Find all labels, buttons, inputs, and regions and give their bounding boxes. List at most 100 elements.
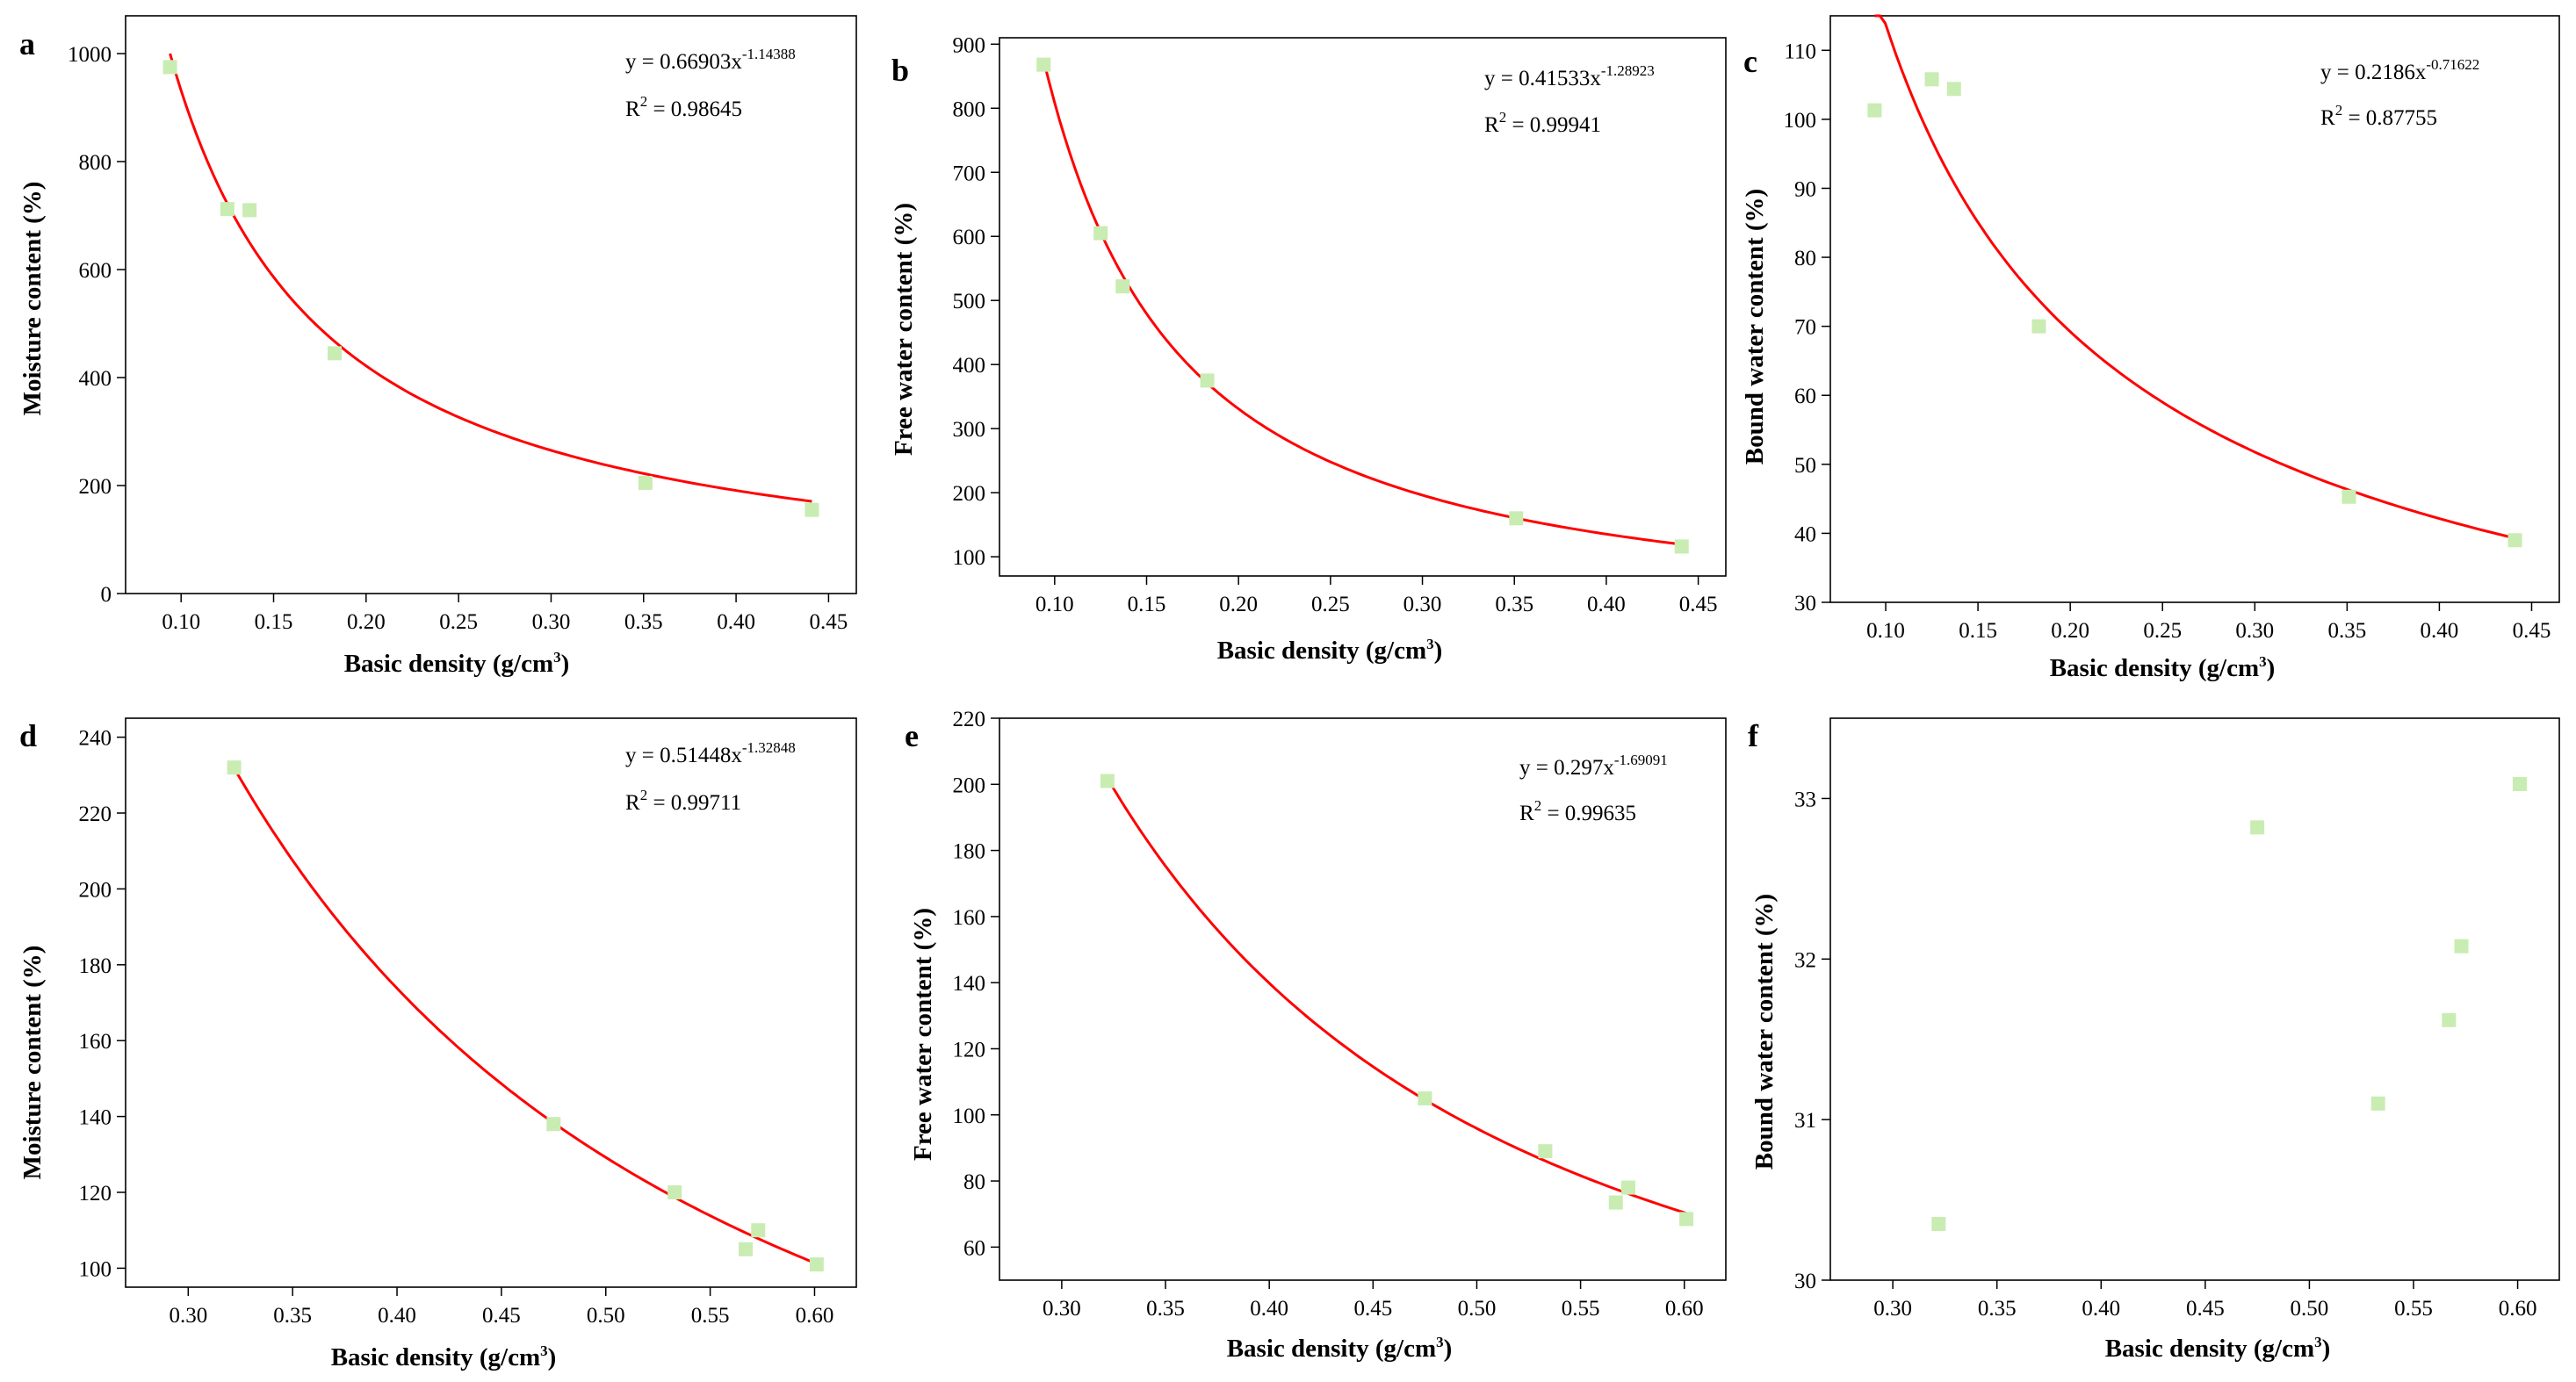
data-point-c xyxy=(1946,82,1961,97)
y-axis-title-c: Bound water content (%) xyxy=(1741,189,1769,464)
y-axis-title-e: Free water content (%) xyxy=(909,908,937,1161)
x-tick-label-e: 0.40 xyxy=(1250,1297,1288,1321)
x-tick-label-b: 0.40 xyxy=(1587,593,1626,616)
x-tick-label-a: 0.40 xyxy=(717,610,755,634)
y-tick-label-b: 800 xyxy=(953,97,986,121)
panel-c-axes: 0.10 0.15 0.20 0.25 0.30 0.35 0.40 0.45 30 40 50 60… xyxy=(1784,14,2560,643)
x-tick-label-c: 0.20 xyxy=(2051,619,2089,643)
y-tick-label-e: 100 xyxy=(953,1105,986,1128)
y-tick-label-b: 500 xyxy=(953,290,986,313)
fit-equation-b: y = 0.41533x-1.28923 xyxy=(1484,62,1655,90)
x-tick-label-a: 0.20 xyxy=(347,610,386,634)
data-point-b xyxy=(1093,226,1108,241)
x-axis-title-f: Basic density (g/cm3) xyxy=(2105,1334,2331,1363)
data-point-d xyxy=(546,1117,561,1132)
fit-curve-a xyxy=(169,53,812,503)
plot-frame-f xyxy=(1829,717,2560,1281)
y-tick-label-f: 33 xyxy=(1794,788,1816,811)
x-tick-label-b: 0.30 xyxy=(1403,593,1442,616)
fit-curve-d xyxy=(233,767,818,1265)
x-tick-label-e: 0.45 xyxy=(1353,1297,1392,1321)
x-tick-label-a: 0.25 xyxy=(439,610,478,634)
data-point-e xyxy=(1679,1212,1694,1227)
y-tick-label-c: 60 xyxy=(1794,385,1816,408)
panel-letter-c: c xyxy=(1743,44,1757,79)
y-tick-label-d: 120 xyxy=(79,1182,112,1206)
panel-e-axes: 0.30 0.35 0.40 0.45 0.50 0.55 0.60 60 80 100 120 14… xyxy=(953,708,1727,1321)
data-point-b xyxy=(1674,539,1689,554)
data-point-c xyxy=(2341,489,2356,504)
x-tick-label-f: 0.40 xyxy=(2082,1297,2120,1321)
x-tick-label-b: 0.20 xyxy=(1219,593,1258,616)
y-tick-label-a: 600 xyxy=(79,259,112,283)
plot-frame-e xyxy=(999,717,1727,1281)
r-squared-a: R2 = 0.98645 xyxy=(625,93,742,121)
data-point-a xyxy=(220,202,235,217)
panel-letter-a: a xyxy=(19,26,35,61)
data-point-f xyxy=(2442,1012,2457,1027)
plot-frame-a xyxy=(125,15,857,594)
y-tick-label-d: 220 xyxy=(79,803,112,826)
data-point-f xyxy=(2370,1096,2385,1111)
x-axis-title-e: Basic density (g/cm3) xyxy=(1227,1334,1453,1363)
x-tick-label-e: 0.55 xyxy=(1562,1297,1600,1321)
x-tick-label-f: 0.60 xyxy=(2499,1297,2537,1321)
y-tick-label-e: 180 xyxy=(953,840,986,864)
y-tick-label-a: 400 xyxy=(79,367,112,391)
data-point-a xyxy=(162,60,177,75)
x-axis-title-c: Basic density (g/cm3) xyxy=(2050,653,2276,682)
y-tick-label-b: 100 xyxy=(953,546,986,570)
data-point-f xyxy=(2250,820,2265,835)
r-squared-d: R2 = 0.99711 xyxy=(625,787,741,815)
y-tick-label-e: 140 xyxy=(953,972,986,996)
x-tick-label-d: 0.35 xyxy=(273,1304,312,1328)
y-tick-label-e: 160 xyxy=(953,906,986,930)
data-point-b xyxy=(1200,373,1215,388)
y-tick-label-c: 40 xyxy=(1794,522,1816,546)
data-point-e xyxy=(1608,1195,1623,1210)
plot-frame-c xyxy=(1829,15,2560,603)
panel-letter-d: d xyxy=(19,718,37,753)
x-tick-label-c: 0.10 xyxy=(1866,619,1905,643)
x-tick-label-d: 0.50 xyxy=(587,1304,625,1328)
data-point-d xyxy=(739,1242,754,1256)
y-tick-label-d: 200 xyxy=(79,878,112,902)
y-tick-label-c: 50 xyxy=(1794,454,1816,478)
y-tick-label-d: 140 xyxy=(79,1106,112,1130)
fit-curve-b xyxy=(1042,59,1682,546)
data-point-e xyxy=(1100,774,1115,788)
panel-e: e 0.30 0.35 0.40 0.45 0.50 0.55 0.60 60 80 100 120… xyxy=(905,708,1727,1363)
x-tick-label-b: 0.15 xyxy=(1128,593,1166,616)
data-point-a xyxy=(242,203,257,218)
y-tick-label-e: 120 xyxy=(953,1038,986,1062)
r-squared-b: R2 = 0.99941 xyxy=(1484,109,1601,137)
panel-letter-f: f xyxy=(1748,718,1759,753)
data-point-f xyxy=(2512,776,2527,791)
y-tick-label-c: 70 xyxy=(1794,316,1816,340)
fit-curve-e xyxy=(1106,777,1687,1215)
x-tick-label-c: 0.35 xyxy=(2327,619,2366,643)
panel-d: d 0.30 0.35 0.40 0.45 0.50 0.55 0.60 100 120 140 1… xyxy=(18,717,857,1371)
fit-equation-c: y = 0.2186x-0.71622 xyxy=(2320,56,2479,84)
panel-b-axes: 0.10 0.15 0.20 0.25 0.30 0.35 0.40 0.45 100 200 30… xyxy=(953,33,1727,616)
data-point-a xyxy=(638,475,653,490)
x-tick-label-b: 0.10 xyxy=(1035,593,1074,616)
data-point-d xyxy=(227,760,242,775)
data-point-d xyxy=(809,1257,824,1272)
x-tick-label-f: 0.30 xyxy=(1873,1297,1912,1321)
y-tick-label-e: 60 xyxy=(963,1236,985,1260)
data-point-b xyxy=(1036,57,1051,72)
panel-letter-e: e xyxy=(905,718,919,753)
r-squared-e: R2 = 0.99635 xyxy=(1519,797,1636,825)
r-squared-c: R2 = 0.87755 xyxy=(2320,102,2437,130)
panel-f: f 0.30 0.35 0.40 0.45 0.50 0.55 0.60 30 31 32 33 B… xyxy=(1748,717,2560,1363)
panel-b: b 0.10 0.15 0.20 0.25 0.30 0.35 0.40 0.45 100 200… xyxy=(890,33,1727,665)
x-tick-label-b: 0.25 xyxy=(1311,593,1350,616)
data-point-a xyxy=(805,502,819,517)
y-tick-label-b: 600 xyxy=(953,226,986,249)
panel-c: c 0.10 0.15 0.20 0.25 0.30 0.35 0.40 0.45 30 40 50… xyxy=(1741,14,2560,682)
y-tick-label-a: 800 xyxy=(79,151,112,175)
data-point-b xyxy=(1509,511,1524,526)
x-tick-label-a: 0.10 xyxy=(162,610,200,634)
x-tick-label-a: 0.45 xyxy=(810,610,848,634)
